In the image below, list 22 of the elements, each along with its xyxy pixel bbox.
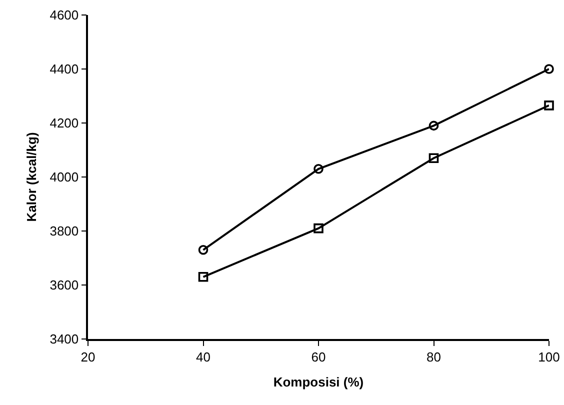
- x-tick-label: 80: [426, 349, 441, 364]
- y-tick-label: 4400: [50, 62, 79, 77]
- point: [198, 245, 208, 255]
- point: [314, 164, 324, 174]
- x-tick-label: 100: [538, 349, 560, 364]
- y-tick-label: 4200: [50, 116, 79, 131]
- y-tick-label: 3400: [50, 332, 79, 347]
- x-tick-label: 40: [196, 349, 210, 364]
- point: [544, 64, 554, 74]
- point: [428, 153, 439, 163]
- y-tick-label: 3800: [50, 224, 79, 239]
- x-axis-title: Komposisi (%): [273, 374, 364, 390]
- x-tick-label: 20: [80, 349, 96, 364]
- point: [544, 100, 554, 110]
- point: [314, 223, 324, 234]
- y-axis-title: Kalor (kcal/kg): [24, 132, 40, 222]
- x-tick-label: 60: [311, 349, 326, 364]
- y-tick-label: 3600: [50, 278, 79, 293]
- y-tick-label: 4000: [50, 170, 79, 185]
- point: [198, 272, 208, 282]
- point: [428, 120, 439, 131]
- y-tick-label: 4600: [50, 8, 79, 23]
